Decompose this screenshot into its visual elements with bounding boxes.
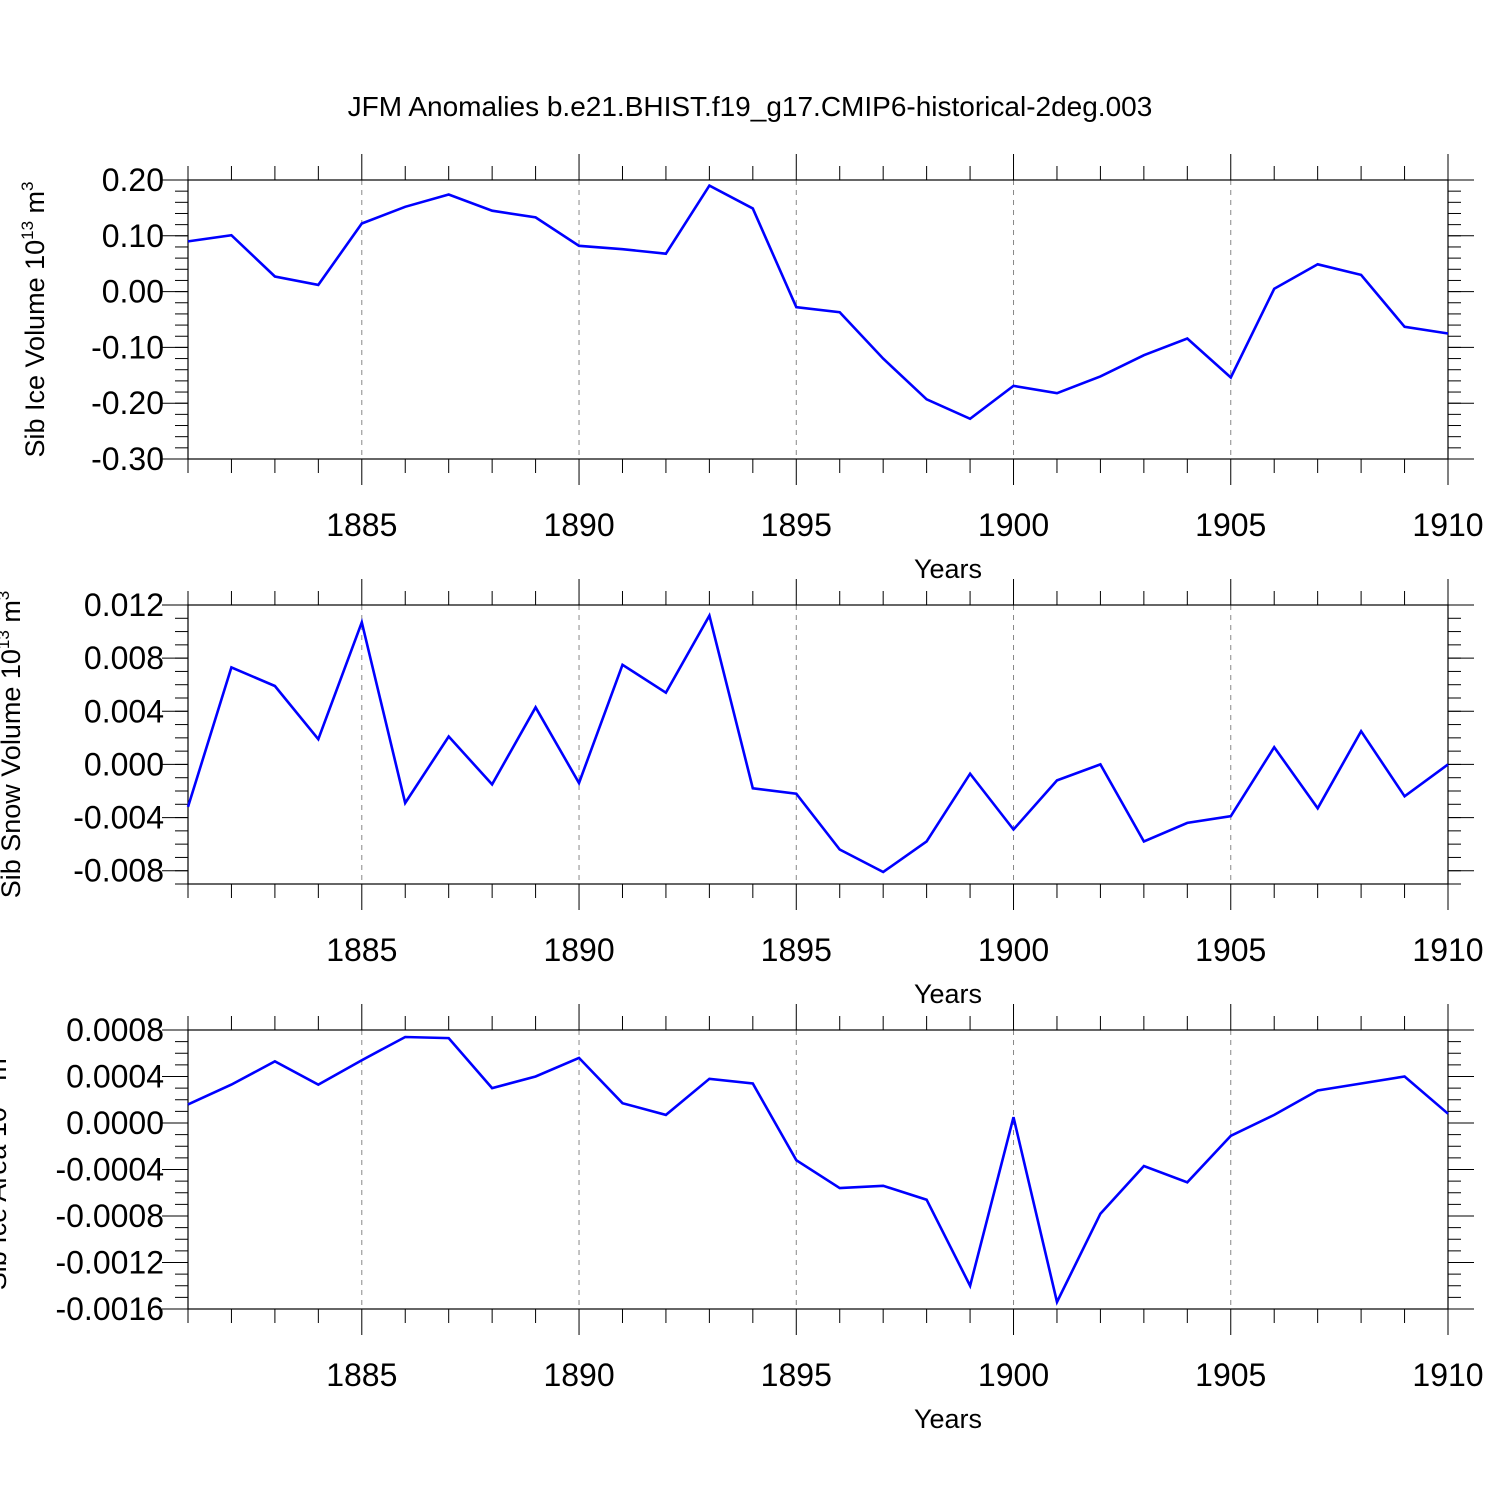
y-tick-label: 0.0008 <box>66 1012 164 1048</box>
panel-ice-volume: 0.20 0.10 0.00 -0.10 -0.20 -0.30 1885 1890 1895 1… <box>18 154 1484 584</box>
x-tick-label: 1900 <box>978 1357 1049 1393</box>
x-tick-label: 1895 <box>761 1357 832 1393</box>
y-tick-label: 0.004 <box>84 693 164 729</box>
x-axis-title: Years <box>914 979 982 1009</box>
plot-frame <box>187 179 1449 460</box>
x-tick-label: 1895 <box>761 932 832 968</box>
y-tick-label: -0.0012 <box>55 1245 164 1281</box>
x-tick-label: 1910 <box>1412 932 1483 968</box>
y-tick-label: 0.20 <box>102 162 164 198</box>
y-tick-label: 0.10 <box>102 218 164 254</box>
y-tick-label: -0.0004 <box>55 1152 164 1188</box>
y-axis-title: Sib Ice Area 1013 m2 <box>0 1049 12 1291</box>
x-tick-label: 1905 <box>1195 1357 1266 1393</box>
plot-frame <box>187 604 1449 885</box>
panel-snow-volume: 0.012 0.008 0.004 0.000 -0.004 -0.008 1885 1890… <box>0 579 1484 1009</box>
y-tick-label: 0.008 <box>84 640 164 676</box>
x-tick-label: 1885 <box>326 932 397 968</box>
y-tick-label: -0.004 <box>73 800 164 836</box>
plot-frame <box>187 1029 1449 1310</box>
y-tick-label: -0.30 <box>91 441 164 477</box>
chart-title: JFM Anomalies b.e21.BHIST.f19_g17.CMIP6-… <box>348 91 1153 122</box>
x-tick-label: 1885 <box>326 507 397 543</box>
panel-ice-area: 0.0008 0.0004 0.0000 -0.0004 -0.0008 -0.0012 -… <box>0 1004 1484 1434</box>
y-axis-title: Sib Ice Volume 1013 m3 <box>18 181 50 457</box>
x-axis-title: Years <box>914 1404 982 1434</box>
x-tick-label: 1900 <box>978 932 1049 968</box>
x-tick-label: 1885 <box>326 1357 397 1393</box>
x-tick-label: 1890 <box>543 932 614 968</box>
x-tick-label: 1910 <box>1412 1357 1483 1393</box>
series-line-ice-volume <box>187 183 1449 421</box>
y-axis-title: Sib Snow Volume 1013 m3 <box>0 591 26 899</box>
y-tick-label: 0.0004 <box>66 1059 164 1095</box>
x-tick-label: 1890 <box>543 1357 614 1393</box>
y-tick-label: -0.10 <box>91 329 164 365</box>
y-tick-label: -0.20 <box>91 385 164 421</box>
series-line-ice-area <box>187 1035 1449 1306</box>
y-tick-label: -0.0008 <box>55 1198 164 1234</box>
y-tick-label: -0.008 <box>73 853 164 889</box>
x-tick-label: 1890 <box>543 507 614 543</box>
x-tick-label: 1905 <box>1195 507 1266 543</box>
x-axis-title: Years <box>914 554 982 584</box>
x-tick-label: 1905 <box>1195 932 1266 968</box>
y-tick-label: 0.0000 <box>66 1105 164 1141</box>
x-tick-label: 1910 <box>1412 507 1483 543</box>
y-tick-label: 0.00 <box>102 274 164 310</box>
y-tick-label: 0.000 <box>84 746 164 782</box>
y-tick-label: 0.012 <box>84 587 164 623</box>
x-tick-label: 1900 <box>978 507 1049 543</box>
y-tick-label: -0.0016 <box>55 1291 164 1327</box>
series-line-snow-volume <box>186 612 1449 874</box>
x-tick-label: 1895 <box>761 507 832 543</box>
